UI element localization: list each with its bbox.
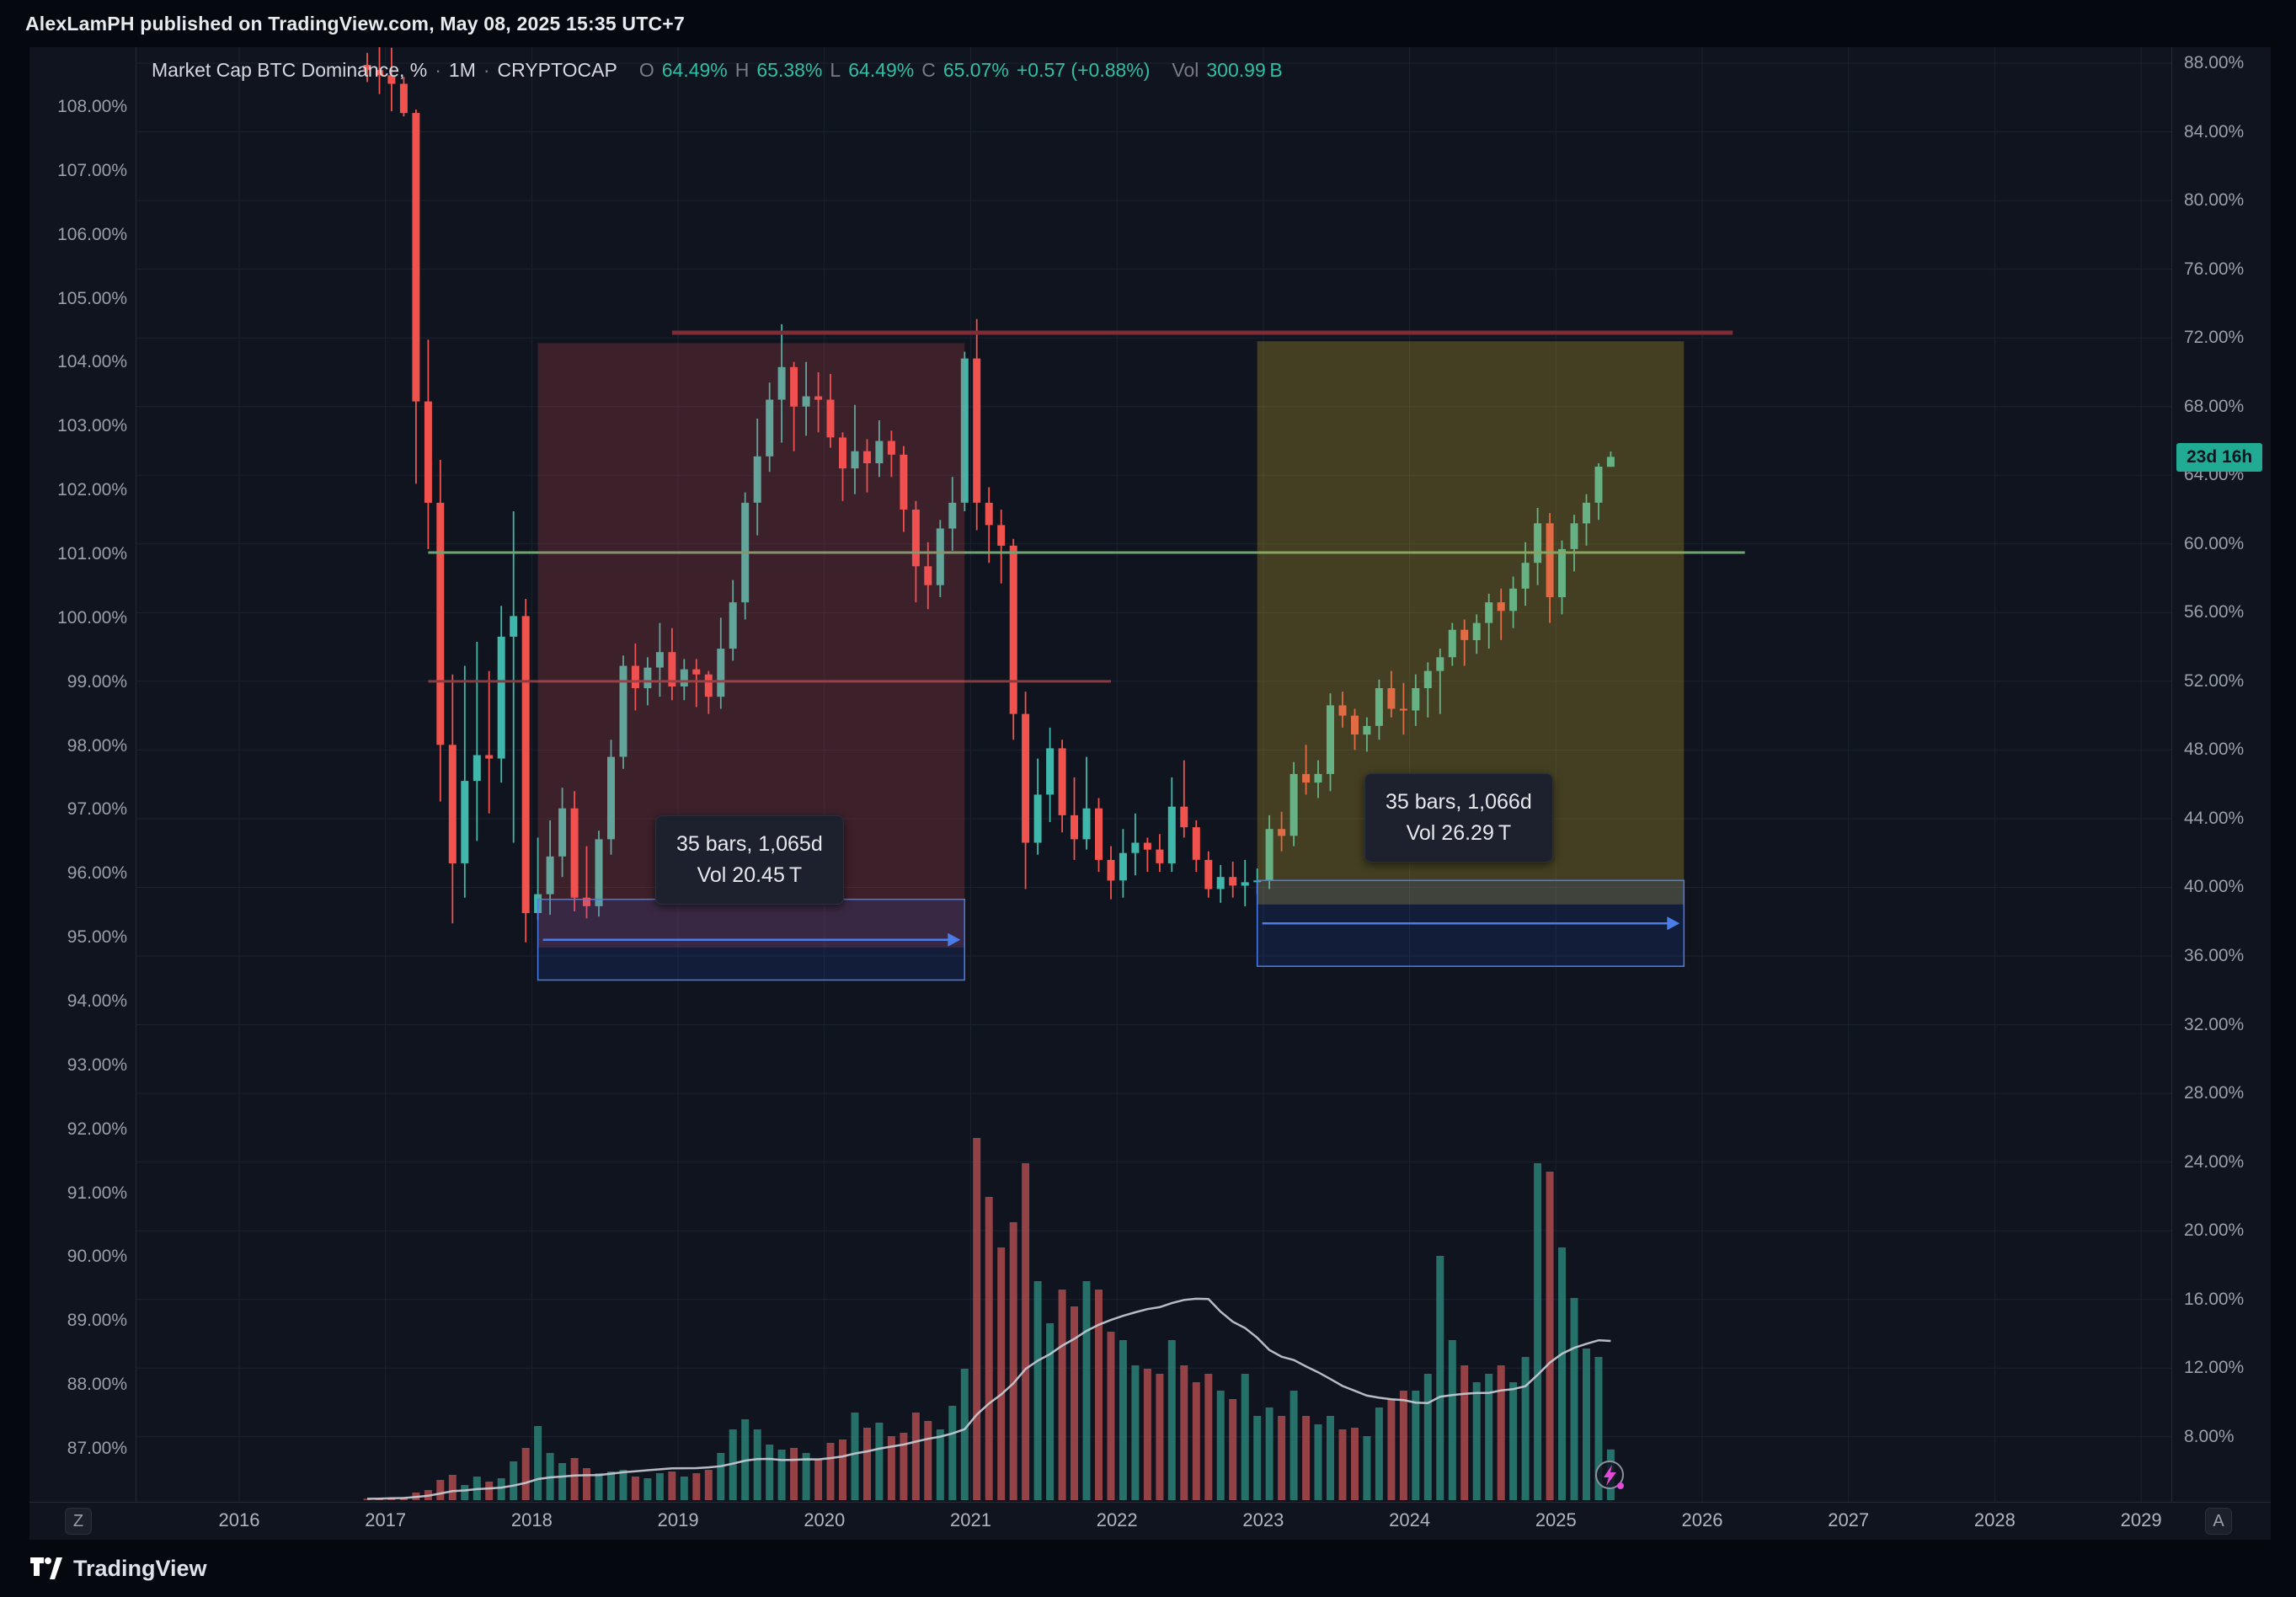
low-label: L [830,59,841,81]
price-chart-canvas[interactable] [136,47,2171,1502]
price-label-left: 89.00% [67,1311,127,1331]
price-label-left: 106.00% [57,224,127,244]
price-label-right: 88.00% [2184,53,2245,72]
year-label: 2025 [1535,1509,1577,1530]
price-label-left: 94.00% [67,991,127,1011]
price-label-right: 32.00% [2184,1014,2245,1034]
range-volume-text: Vol 26.29 T [1406,821,1512,845]
high-value: 65.38% [756,59,823,81]
date-range-tooltip-right: 35 bars, 1,066d Vol 26.29 T [1364,773,1553,863]
price-label-right: 12.00% [2184,1358,2245,1378]
legend-separator: · [435,59,441,81]
year-label: 2028 [1973,1509,2016,1530]
time-scale[interactable]: 2016 2017 2018 2019 2020 2021 2022 2023 2024 2025… [29,1502,2271,1540]
price-label-right: 52.00% [2184,670,2245,691]
price-label-right: 48.00% [2184,740,2245,760]
low-value: 64.49% [848,59,915,81]
year-label: 2023 [1242,1509,1284,1530]
price-label-left: 99.00% [67,671,127,692]
year-label: 2029 [2120,1509,2162,1530]
footer: TradingView [0,1540,2296,1597]
price-label-left: 107.00% [57,160,127,180]
price-label-right: 60.00% [2184,533,2245,553]
idea-flash-icon[interactable] [1594,1459,1627,1493]
range-bars-text: 35 bars, 1,066d [1386,790,1532,814]
range-volume-text: Vol 20.45 T [697,863,803,887]
publish-banner: AlexLamPH published on TradingView.com, … [0,0,2296,47]
volume-label: Vol [1172,59,1199,81]
price-label-left: 102.00% [57,480,127,500]
year-label: 2018 [510,1509,553,1530]
exchange-label: CRYPTOCAP [497,59,617,81]
price-label-right: 8.00% [2184,1426,2235,1446]
year-label: 2027 [1828,1509,1870,1530]
price-label-right: 24.00% [2184,1151,2245,1172]
year-label: 2016 [218,1509,260,1530]
price-label-left: 88.00% [67,1375,127,1395]
price-label-left: 108.00% [57,97,127,116]
high-label: H [734,59,750,81]
price-label-right: 40.00% [2184,877,2245,897]
change-value: +0.57 (+0.88%) [1016,59,1151,81]
price-label-left: 87.00% [67,1438,127,1458]
price-label-left: 100.00% [57,607,127,628]
close-value: 65.07% [942,59,1009,81]
year-label: 2026 [1681,1509,1723,1530]
tradingview-logo-icon[interactable] [29,1557,63,1580]
close-label: C [921,59,936,81]
symbol-title[interactable]: Market Cap BTC Dominance, % [152,59,428,81]
year-label: 2022 [1096,1509,1138,1530]
year-label: 2021 [950,1509,991,1530]
date-range-tooltip-left: 35 bars, 1,065d Vol 20.45 T [655,815,844,905]
price-label-left: 92.00% [67,1119,127,1139]
price-label-left: 105.00% [57,288,127,308]
price-label-right: 56.00% [2184,602,2245,622]
year-label: 2024 [1389,1509,1431,1530]
price-label-right: 68.00% [2184,396,2245,416]
price-label-right: 72.00% [2184,328,2245,348]
interval-label[interactable]: 1M [448,59,476,81]
price-label-left: 104.00% [57,352,127,372]
price-scale-left[interactable]: 108.00% 107.00% 106.00% 105.00% 104.00% 103.0… [29,47,136,1502]
price-label-left: 98.00% [67,735,127,756]
price-label-right: 20.00% [2184,1220,2245,1241]
price-label-right: 44.00% [2184,808,2245,828]
volume-value: 300.99 B [1206,59,1283,81]
price-label-left: 97.00% [67,799,127,820]
year-label: 2019 [657,1509,699,1530]
price-label-left: 93.00% [67,1055,127,1075]
year-label: 2020 [804,1509,846,1530]
price-scale-right[interactable]: 88.00% 84.00% 80.00% 76.00% 72.00% 68.00% 64.0… [2171,47,2271,1502]
open-label: O [638,59,654,81]
bar-close-countdown-badge[interactable]: 23d 16h [2176,443,2263,472]
open-value: 64.49% [661,59,728,81]
price-label-left: 91.00% [67,1183,127,1203]
year-label: 2017 [365,1509,407,1530]
price-label-left: 101.00% [57,543,127,563]
price-label-right: 28.00% [2184,1083,2245,1103]
publish-text: AlexLamPH published on TradingView.com, … [25,12,685,35]
price-label-right: 76.00% [2184,259,2245,279]
price-label-right: 16.00% [2184,1289,2245,1309]
chart-panel [29,47,2271,1540]
price-label-left: 90.00% [67,1247,127,1267]
price-label-left: 96.00% [67,863,127,884]
price-label-left: 95.00% [67,927,127,948]
price-label-right: 36.00% [2184,946,2245,966]
range-bars-text: 35 bars, 1,065d [676,832,823,856]
price-label-left: 103.00% [57,416,127,436]
legend-separator: · [483,59,490,81]
tradingview-brand[interactable]: TradingView [73,1555,207,1581]
price-label-right: 80.00% [2184,190,2245,211]
left-scale-button[interactable]: Z [65,1508,92,1535]
symbol-legend[interactable]: Market Cap BTC Dominance, % · 1M · CRYPT… [152,59,1283,82]
price-label-right: 84.00% [2184,121,2245,142]
right-scale-button[interactable]: A [2205,1508,2232,1535]
